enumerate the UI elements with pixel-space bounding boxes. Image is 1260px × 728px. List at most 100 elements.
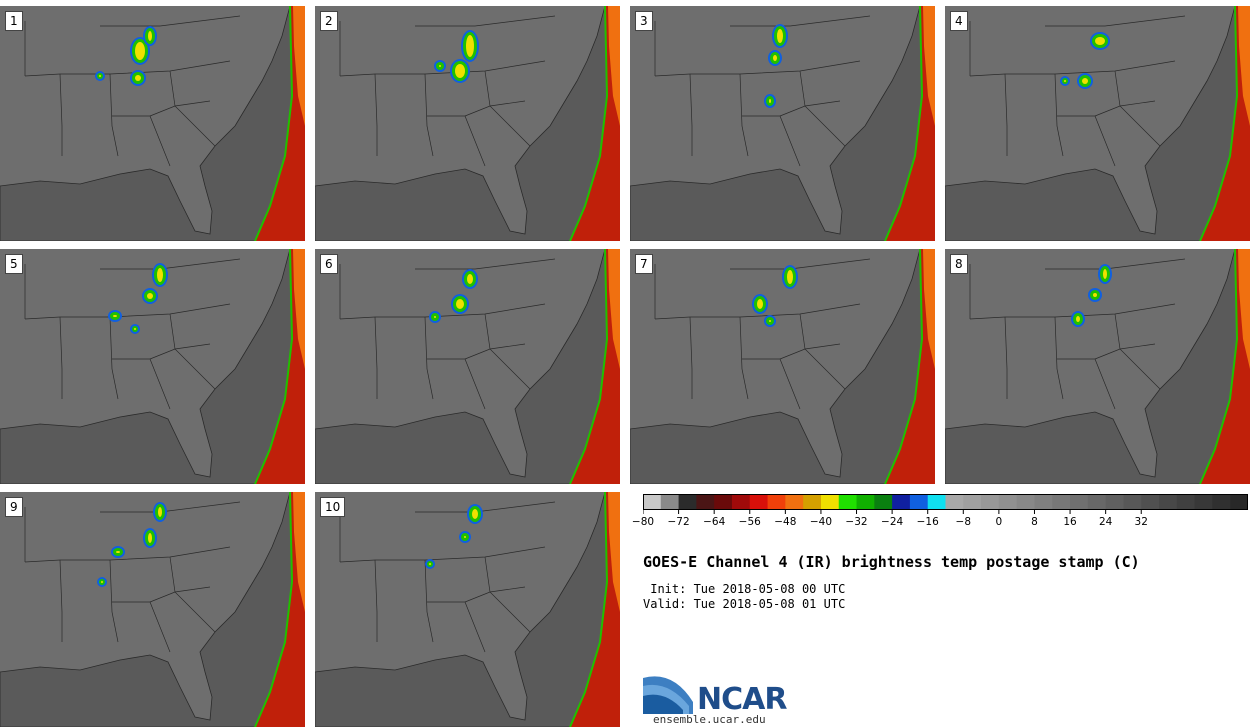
panel-number: 8 — [950, 254, 968, 274]
colorbar-tick-label: −64 — [703, 516, 726, 528]
state-border — [149, 100, 211, 117]
colorbar-swatch — [1052, 494, 1071, 510]
colorbar-swatch — [1123, 494, 1142, 510]
convective-cell — [434, 60, 446, 72]
state-border — [1045, 15, 1186, 27]
colorbar-swatch — [714, 494, 733, 510]
state-border — [374, 316, 378, 399]
band-edge — [1199, 6, 1239, 241]
colorbar-swatch — [927, 494, 946, 510]
colorbar-tick-label: 0 — [995, 516, 1003, 528]
map-panel-1: 1 — [0, 6, 305, 241]
colorbar-tick-label: −48 — [774, 516, 797, 528]
colorbar-swatch — [1034, 494, 1053, 510]
map-panel-7: 7 — [630, 249, 935, 484]
state-border — [415, 15, 556, 27]
page-title: GOES-E Channel 4 (IR) brightness temp po… — [643, 553, 1140, 571]
warm-cloud-band-orange — [608, 492, 620, 612]
colorbar-tick-label: 8 — [1031, 516, 1038, 528]
state-border — [374, 559, 378, 642]
ncar-logo — [643, 676, 693, 714]
warm-cloud-band — [570, 492, 620, 727]
panel-number: 6 — [320, 254, 338, 274]
colorbar-tick-label: −80 — [631, 516, 655, 528]
colorbar-swatch — [1016, 494, 1035, 510]
map-image — [315, 6, 620, 241]
state-border — [109, 559, 119, 643]
state-border — [1054, 316, 1064, 400]
convective-cell — [1088, 288, 1102, 302]
panel-number: 9 — [5, 497, 23, 517]
state-border — [464, 343, 526, 360]
state-border — [424, 316, 434, 400]
colorbar — [643, 494, 1248, 514]
convective-cell — [425, 559, 435, 569]
panel-number: 3 — [635, 11, 653, 31]
state-border — [464, 586, 526, 603]
convective-cell — [1090, 32, 1110, 50]
colorbar-frame — [643, 494, 1248, 510]
convective-cell — [429, 311, 441, 323]
state-border — [730, 15, 871, 27]
convective-cell — [450, 59, 470, 83]
warm-cloud-band-orange — [608, 6, 620, 126]
convective-cell — [95, 71, 105, 81]
map-panel-2: 2 — [315, 6, 620, 241]
logo-wordmark: NCAR — [697, 682, 787, 717]
state-border — [689, 316, 693, 399]
colorbar-swatch — [696, 494, 715, 510]
map-panel-4: 4 — [945, 6, 1250, 241]
warm-cloud-band — [1200, 249, 1250, 484]
convective-cell — [1060, 76, 1070, 86]
warm-cloud-band-orange — [608, 249, 620, 369]
colorbar-tick-label: 16 — [1063, 516, 1077, 528]
convective-cell — [111, 546, 125, 558]
ocean-area — [945, 6, 1250, 241]
ocean-area — [0, 492, 305, 727]
panel-number: 10 — [320, 497, 346, 517]
convective-cell — [97, 577, 107, 587]
warm-cloud-band — [255, 249, 305, 484]
valid-time: Valid: Tue 2018-05-08 01 UTC — [643, 597, 846, 611]
convective-cell — [108, 310, 122, 322]
colorbar-swatch — [1105, 494, 1124, 510]
convective-cell — [764, 315, 776, 327]
colorbar-swatch — [874, 494, 893, 510]
state-border — [464, 100, 526, 117]
convective-cell — [451, 294, 469, 314]
convective-cell — [772, 24, 788, 48]
colorbar-tick-label: −16 — [916, 516, 939, 528]
colorbar-swatch — [1070, 494, 1089, 510]
band-edge — [884, 6, 924, 241]
warm-cloud-band-orange — [1238, 6, 1250, 126]
map-image — [315, 492, 620, 727]
colorbar-tick-label: −32 — [845, 516, 868, 528]
colorbar-swatch — [838, 494, 858, 510]
state-border — [59, 73, 63, 156]
convective-cell — [467, 504, 483, 524]
colorbar-swatch — [909, 494, 929, 510]
convective-cell — [153, 502, 167, 522]
state-border — [109, 316, 119, 400]
warm-cloud-band-orange — [293, 249, 305, 369]
state-border — [59, 559, 63, 642]
map-panel-5: 5 — [0, 249, 305, 484]
convective-cell — [462, 269, 478, 289]
warm-cloud-band — [255, 492, 305, 727]
website-url: ensemble.ucar.edu — [653, 713, 766, 726]
colorbar-swatch — [803, 494, 822, 510]
warm-cloud-band — [255, 6, 305, 241]
map-image — [630, 249, 935, 484]
colorbar-swatch — [1087, 494, 1107, 510]
ocean-area — [0, 249, 305, 484]
state-border — [1004, 73, 1008, 156]
warm-cloud-band-orange — [923, 6, 935, 126]
colorbar-tick-label: −56 — [738, 516, 761, 528]
convective-cell — [764, 94, 776, 108]
colorbar-swatch — [767, 494, 786, 510]
convective-cell — [1098, 264, 1112, 284]
colorbar-tick-label: −24 — [881, 516, 904, 528]
warm-cloud-band — [885, 249, 935, 484]
colorbar-swatch — [963, 494, 982, 510]
ocean-area — [315, 492, 620, 727]
